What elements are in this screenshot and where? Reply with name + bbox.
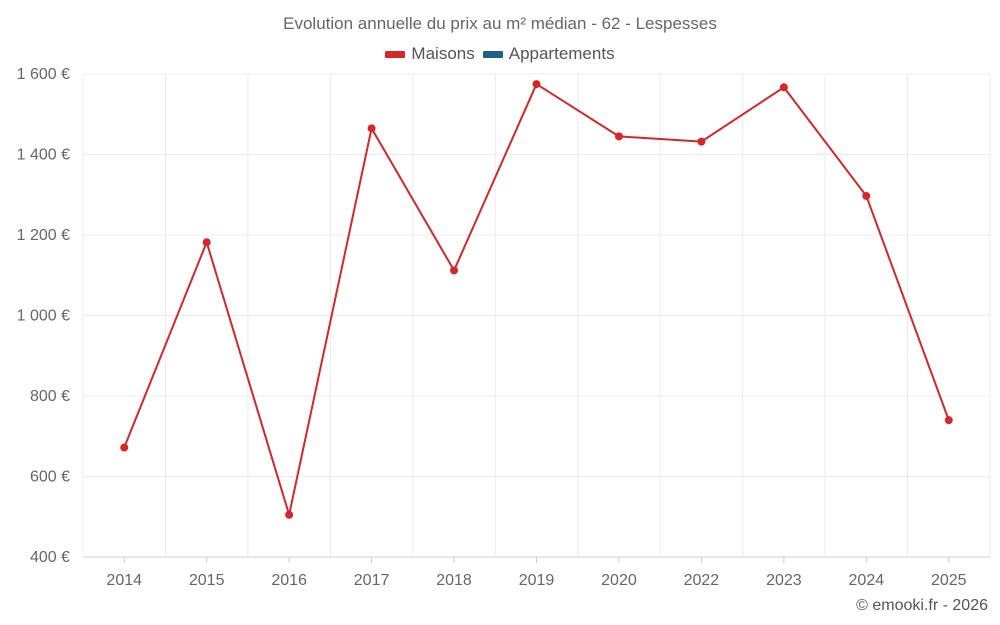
y-tick-label: 1 400 € [17,147,70,164]
data-point [614,132,623,141]
x-tick-label: 2022 [684,572,720,589]
x-tick-label: 2020 [601,572,637,589]
y-tick-label: 800 € [30,388,70,405]
x-tick-label: 2015 [189,572,225,589]
data-point [120,443,129,452]
data-point [697,137,706,146]
legend-item-maisons[interactable]: Maisons [385,44,475,64]
x-tick-label: 2018 [436,572,472,589]
x-axis: 2014 2015 2016 2017 2018 2019 2020 2022 2023 2024… [106,557,967,589]
y-tick-label: 1 200 € [17,227,70,244]
x-tick-label: 2016 [271,572,307,589]
x-tick-label: 2014 [106,572,142,589]
x-tick-label: 2023 [766,572,802,589]
data-point [285,510,294,519]
chart-title: Evolution annuelle du prix au m² médian … [283,14,717,33]
series-layer [120,80,953,519]
legend-label-appartements: Appartements [508,44,615,63]
x-tick-label: 2019 [519,572,555,589]
y-tick-label: 1 600 € [17,66,70,83]
data-point [202,238,211,247]
y-tick-label: 600 € [30,469,70,486]
legend-item-appartements[interactable]: Appartements [482,44,615,64]
y-axis: 400 € 600 € 800 € 1 000 € 1 200 € 1 400 € 1 60… [17,66,70,566]
legend: Maisons Appartements [0,44,1000,64]
legend-swatch-maisons [385,50,406,58]
data-point [779,83,788,92]
x-tick-label: 2024 [849,572,885,589]
y-tick-label: 1 000 € [17,308,70,325]
data-point [367,124,376,133]
credit: © emooki.fr - 2026 [856,597,988,614]
legend-label-maisons: Maisons [411,44,475,63]
x-tick-label: 2025 [931,572,967,589]
data-point [944,416,953,425]
data-point [532,80,541,89]
y-tick-label: 400 € [30,549,70,566]
grid [82,73,991,558]
legend-swatch-appartements [482,50,503,58]
x-tick-label: 2017 [354,572,390,589]
data-point [862,191,871,200]
data-point [450,266,459,275]
